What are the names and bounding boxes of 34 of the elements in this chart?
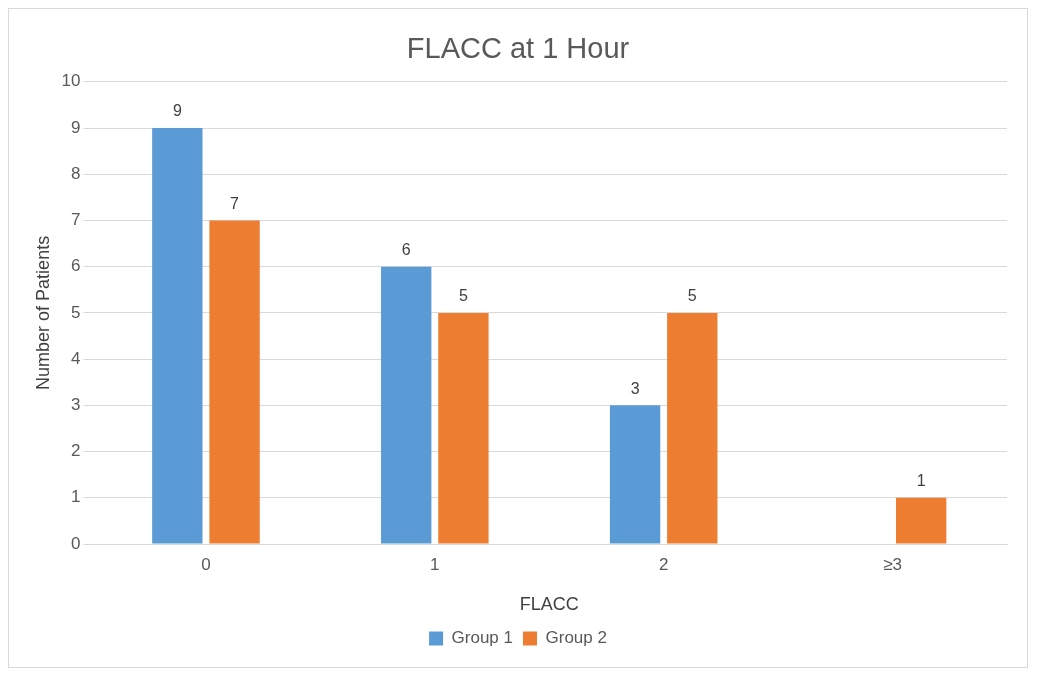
legend-label: Group 1 (451, 628, 514, 648)
bar (152, 128, 203, 544)
y-tick-label: 8 (71, 163, 81, 183)
x-tick-label: 2 (658, 554, 669, 574)
data-label: 6 (401, 241, 411, 259)
data-label: 3 (630, 379, 640, 397)
legend-label: Group 2 (545, 628, 607, 648)
y-tick-label: 1 (71, 487, 81, 507)
data-label: 1 (916, 472, 926, 490)
data-label: 9 (172, 102, 182, 120)
x-tick-label: ≥3 (883, 554, 902, 574)
bar (381, 266, 432, 544)
y-tick-label: 10 (61, 71, 81, 91)
x-axis-title: FLACC (519, 594, 579, 615)
y-axis-title: Number of Patients (32, 235, 53, 390)
y-tick-label: 0 (71, 533, 81, 553)
chart-title: FLACC at 1 Hour (406, 32, 630, 65)
y-tick-label: 9 (71, 117, 81, 137)
y-tick-label: 5 (71, 302, 81, 322)
bar (438, 312, 489, 544)
y-tick-label: 6 (71, 256, 81, 276)
y-tick-label: 2 (71, 441, 81, 461)
bar (896, 497, 947, 544)
x-tick-label: 0 (201, 554, 211, 574)
data-label: 5 (687, 287, 697, 305)
x-tick-label: 1 (430, 554, 440, 574)
bar (667, 312, 718, 544)
y-tick-label: 4 (71, 348, 81, 368)
y-tick-label: 7 (71, 210, 81, 230)
data-label: 7 (230, 194, 240, 212)
bar (609, 405, 661, 544)
data-label: 5 (458, 287, 468, 305)
y-tick-label: 3 (71, 395, 81, 415)
bar (209, 220, 260, 544)
